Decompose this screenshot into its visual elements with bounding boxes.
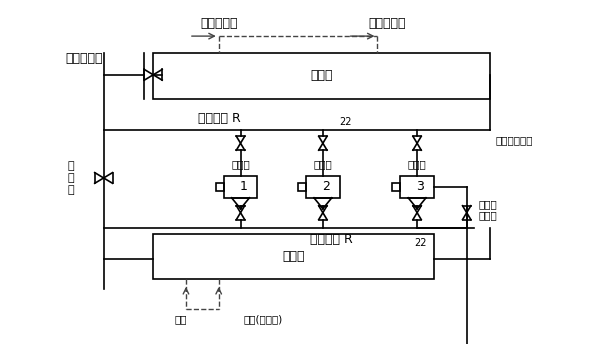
Text: 进水(冷却水): 进水(冷却水) [244, 314, 283, 324]
Text: 冷凝器: 冷凝器 [282, 250, 305, 263]
Text: 电
磁
阀: 电 磁 阀 [67, 161, 74, 195]
Bar [224, 176, 257, 198]
Text: 压缩机
出口阀: 压缩机 出口阀 [478, 199, 497, 220]
Text: 压缩机: 压缩机 [408, 159, 426, 169]
Bar [153, 235, 434, 279]
Bar [400, 176, 434, 198]
Text: 22: 22 [340, 117, 352, 127]
Text: 高压气态 R: 高压气态 R [310, 233, 353, 246]
Text: 压缩机: 压缩机 [313, 159, 332, 169]
Text: 低压气态 R: 低压气态 R [198, 112, 241, 125]
Text: 冷却水回水: 冷却水回水 [368, 17, 406, 30]
Text: 压缩机进口阀: 压缩机进口阀 [496, 135, 533, 145]
Bar [392, 183, 400, 191]
Bar [306, 176, 340, 198]
Text: 22: 22 [414, 238, 426, 248]
Text: 热力膨胀阀: 热力膨胀阀 [65, 52, 103, 66]
Bar [216, 183, 224, 191]
Text: 3: 3 [416, 180, 424, 194]
Text: 冷却水进水: 冷却水进水 [200, 17, 238, 30]
Text: 1: 1 [240, 180, 247, 194]
Text: 出水: 出水 [175, 314, 187, 324]
Text: 2: 2 [322, 180, 330, 194]
Bar [153, 53, 491, 99]
Bar [298, 183, 306, 191]
Text: 压缩机: 压缩机 [231, 159, 250, 169]
Text: 蒸发器: 蒸发器 [310, 69, 333, 82]
